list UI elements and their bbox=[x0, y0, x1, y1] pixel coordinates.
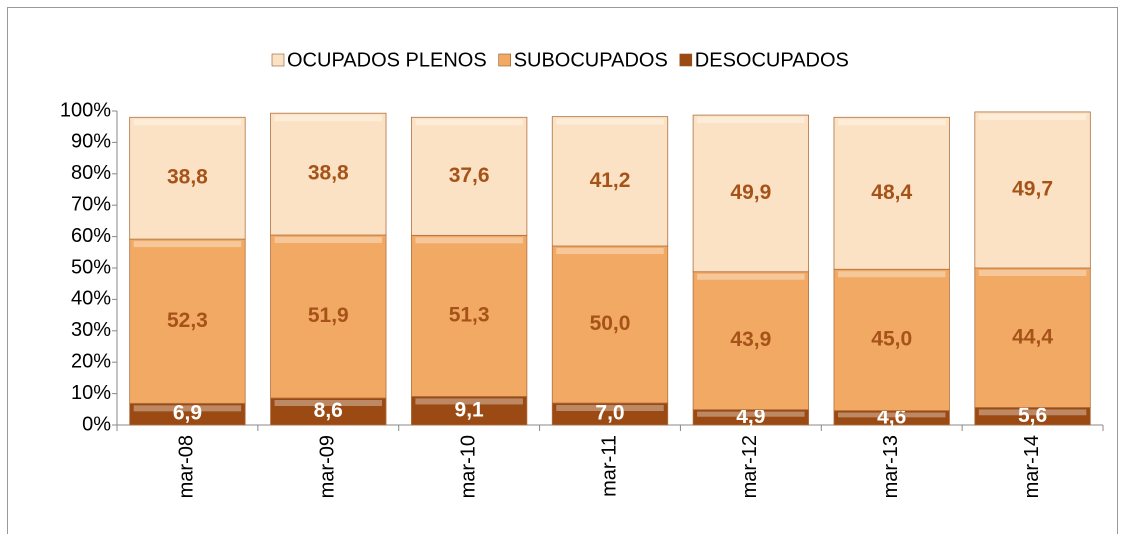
data-label: 6,9 bbox=[173, 402, 202, 425]
bar-segment bbox=[833, 268, 950, 411]
bar-segment bbox=[974, 267, 1091, 408]
data-label: 37,6 bbox=[449, 164, 490, 187]
bar-segment bbox=[410, 234, 528, 397]
data-label: 7,0 bbox=[595, 402, 624, 425]
legend-label: OCUPADOS PLENOS bbox=[287, 49, 487, 71]
bar-bevel bbox=[133, 405, 242, 412]
y-tick-label: 50% bbox=[71, 256, 111, 278]
bar-bevel bbox=[133, 241, 242, 248]
bar-bevel bbox=[978, 270, 1087, 276]
y-tick-label: 80% bbox=[71, 162, 111, 184]
data-label: 38,8 bbox=[167, 166, 208, 189]
bar-bevel bbox=[697, 117, 805, 124]
data-label: 51,3 bbox=[449, 303, 490, 326]
bar-segment bbox=[410, 396, 528, 426]
data-label: 51,9 bbox=[308, 304, 349, 327]
x-tick-label: mar-14 bbox=[1021, 435, 1043, 498]
bar-segment bbox=[692, 114, 810, 273]
bar-bevel bbox=[837, 412, 946, 418]
y-tick-label: 10% bbox=[71, 382, 111, 404]
y-tick-label: 30% bbox=[71, 319, 111, 341]
bar-segment bbox=[692, 271, 810, 411]
data-label: 43,9 bbox=[730, 328, 771, 351]
bar-bevel bbox=[556, 248, 664, 255]
data-label: 44,4 bbox=[1012, 325, 1053, 348]
bar-segment bbox=[833, 116, 950, 270]
bar-segment bbox=[551, 245, 669, 404]
bar-segment bbox=[270, 112, 387, 236]
bar-bevel bbox=[837, 271, 946, 278]
data-label: 4,6 bbox=[877, 405, 906, 428]
y-tick-label: 20% bbox=[71, 350, 111, 372]
bar-bevel bbox=[837, 119, 946, 126]
y-tick-label: 0% bbox=[82, 413, 111, 435]
bar-bevel bbox=[415, 119, 523, 126]
y-tick-label: 70% bbox=[71, 193, 111, 215]
bar-bevel bbox=[697, 411, 805, 417]
x-tick-label: mar-11 bbox=[598, 435, 620, 497]
chart-frame bbox=[7, 7, 1118, 534]
data-label: 9,1 bbox=[455, 398, 485, 421]
data-label: 49,7 bbox=[1012, 178, 1053, 201]
legend-label: DESOCUPADOS bbox=[695, 49, 849, 71]
bar-bevel bbox=[274, 115, 383, 122]
data-label: 41,2 bbox=[590, 169, 631, 192]
data-label: 52,3 bbox=[167, 309, 208, 332]
data-label: 49,9 bbox=[730, 181, 771, 204]
data-label: 48,4 bbox=[871, 181, 912, 204]
legend-swatch bbox=[271, 53, 285, 67]
x-tick-label: mar-13 bbox=[880, 435, 902, 498]
data-label: 50,0 bbox=[590, 312, 631, 335]
data-label: 8,6 bbox=[314, 399, 343, 422]
y-tick-label: 40% bbox=[71, 288, 111, 310]
bar-segment bbox=[974, 111, 1091, 269]
bar-bevel bbox=[133, 119, 242, 126]
data-label: 5,6 bbox=[1018, 404, 1047, 427]
y-tick-label: 90% bbox=[71, 131, 111, 153]
bar-bevel bbox=[697, 273, 805, 280]
x-tick-label: mar-09 bbox=[317, 435, 339, 498]
data-label: 45,0 bbox=[871, 327, 912, 350]
x-tick-label: mar-08 bbox=[176, 435, 198, 498]
bar-bevel bbox=[978, 409, 1087, 416]
legend-swatch bbox=[679, 53, 693, 67]
bar-bevel bbox=[274, 399, 383, 406]
x-tick-label: mar-12 bbox=[739, 435, 761, 498]
bar-bevel bbox=[415, 398, 523, 405]
bar-bevel bbox=[556, 118, 664, 125]
bar-segment bbox=[551, 116, 669, 247]
data-label: 4,9 bbox=[736, 405, 765, 428]
legend-swatch bbox=[498, 53, 511, 67]
bar-bevel bbox=[556, 405, 664, 412]
y-tick-label: 60% bbox=[71, 225, 111, 247]
legend-label: SUBOCUPADOS bbox=[514, 49, 668, 71]
y-tick-label: 100% bbox=[60, 99, 111, 121]
bar-bevel bbox=[274, 237, 383, 244]
bar-bevel bbox=[415, 237, 523, 244]
bar-bevel bbox=[978, 113, 1087, 120]
bar-segment bbox=[129, 238, 246, 404]
data-label: 38,8 bbox=[308, 162, 349, 185]
bar-segment bbox=[270, 234, 387, 399]
bar-segment bbox=[129, 116, 246, 240]
bar-segment bbox=[410, 116, 528, 236]
x-tick-label: mar-10 bbox=[457, 435, 479, 498]
